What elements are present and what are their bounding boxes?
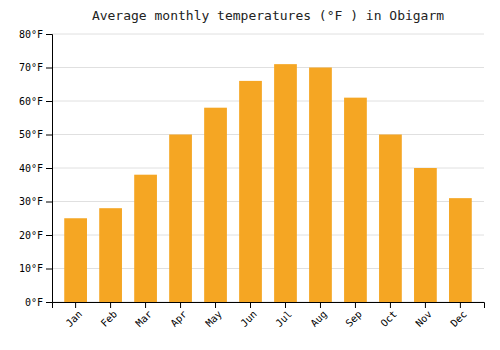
x-tick: May [203,302,224,329]
bar [309,68,332,303]
y-tick: 80°F [19,29,52,40]
bar [379,135,402,303]
y-tick: 50°F [19,129,52,140]
x-tick: Apr [168,302,189,329]
x-tick-mark [75,302,76,308]
x-tick: Mar [134,302,155,329]
bars [64,64,472,302]
bar [134,175,157,302]
grid-line [52,101,484,102]
x-tick-label: Feb [99,308,120,329]
y-tick-label: 30°F [19,196,43,207]
y-axis: 0°F 10°F 20°F 30°F 40°F 50°F 60°F 70°F 80°F [19,29,53,308]
x-tick-mark [250,302,251,308]
bar [239,81,262,302]
y-axis-line [46,35,53,303]
y-tick-label: 10°F [19,263,43,274]
x-tick: Jun [238,302,259,329]
x-tick-mark [460,302,461,308]
x-axis-line [53,303,485,309]
y-tick-label: 40°F [19,163,43,174]
x-tick: Aug [308,302,329,329]
grid [52,34,484,302]
y-tick-mark [46,34,52,35]
y-tick: 40°F [19,163,52,174]
x-tick-mark [355,302,356,308]
bar [414,168,437,302]
bar [449,198,472,302]
x-tick: Nov [413,302,434,329]
y-tick: 60°F [19,96,52,107]
bar [344,98,367,302]
x-tick-mark [390,302,391,308]
y-tick: 30°F [19,196,52,207]
x-tick-mark [285,302,286,308]
bar [274,64,297,302]
x-axis: Jan Feb Mar Apr May Jun Jul Aug Sep Oct Nov Dec [53,302,485,329]
x-tick-label: Nov [413,308,434,329]
y-tick: 0°F [25,297,52,308]
bar [99,208,122,302]
x-tick: Oct [378,302,399,329]
x-tick-mark [145,302,146,308]
x-tick-label: Sep [343,308,364,329]
x-tick: Dec [448,302,469,329]
x-tick-label: Jun [238,308,259,329]
x-tick-label: Aug [308,308,329,329]
bar [204,108,227,302]
bar [64,218,87,302]
x-tick-mark [320,302,321,308]
x-tick: Jan [64,302,85,329]
x-tick-label: Jan [64,308,85,329]
x-tick-mark [180,302,181,308]
y-tick: 20°F [19,230,52,241]
y-tick-label: 60°F [19,96,43,107]
y-tick-mark [46,168,52,169]
y-tick-label: 80°F [19,29,43,40]
y-tick-mark [46,269,52,270]
y-tick: 70°F [19,62,52,73]
title: Average monthly temperatures (°F ) in Ob… [92,8,444,23]
x-tick: Jul [273,302,294,329]
x-tick-label: Mar [134,308,155,329]
x-tick: Sep [343,302,364,329]
x-tick-mark [425,302,426,308]
x-tick-label: Dec [448,308,469,329]
y-tick-mark [46,302,52,303]
x-tick-label: Apr [168,308,189,329]
y-tick-mark [46,68,52,69]
grid-line [52,67,484,68]
y-tick-mark [46,101,52,102]
y-tick-mark [46,135,52,136]
y-tick-label: 70°F [19,62,43,73]
x-tick-mark [110,302,111,308]
x-tick-label: Oct [378,308,399,329]
x-tick-mark [215,302,216,308]
grid-line [52,134,484,135]
x-tick: Feb [99,302,120,329]
x-tick-label: Jul [273,308,294,329]
x-tick-label: May [203,308,224,329]
y-tick-label: 0°F [25,297,43,308]
bar [169,135,192,303]
y-tick: 10°F [19,263,52,274]
y-tick-mark [46,202,52,203]
chart: 0°F 10°F 20°F 30°F 40°F 50°F 60°F 70°F 80°F Jan Fe… [0,0,500,350]
y-tick-label: 50°F [19,129,43,140]
y-tick-label: 20°F [19,230,43,241]
grid-line [52,34,484,35]
y-tick-mark [46,235,52,236]
plot: 0°F 10°F 20°F 30°F 40°F 50°F 60°F 70°F 80°F Jan Fe… [19,29,485,329]
